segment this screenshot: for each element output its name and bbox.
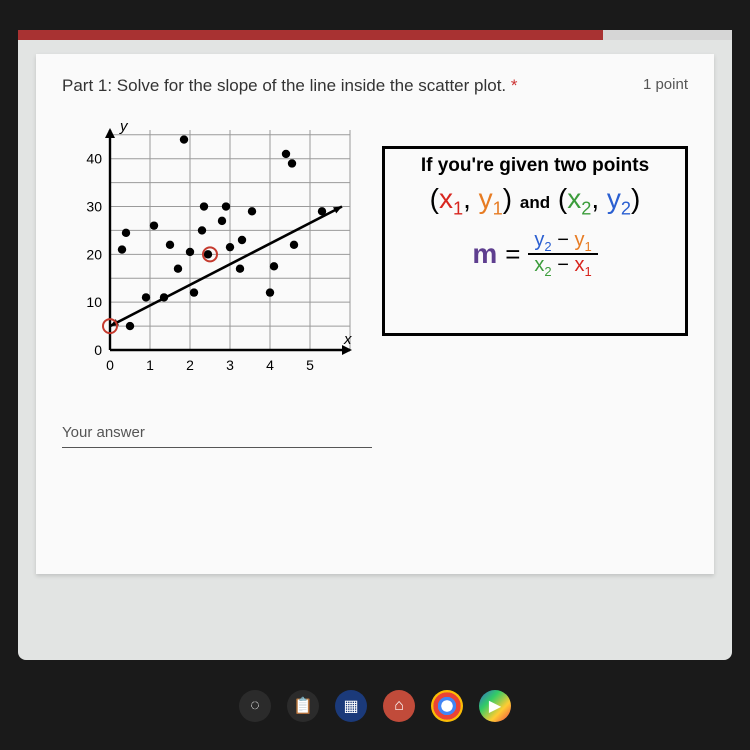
y1: y1 xyxy=(479,183,503,214)
slope-formula: m = y2 − y1 x2 − x1 xyxy=(391,230,679,279)
taskbar-home-icon[interactable]: ⌂ xyxy=(383,690,415,722)
fraction: y2 − y1 x2 − x1 xyxy=(528,230,597,279)
scatter-plot: 0 1 2 3 4 5 0 10 20 30 40 y x xyxy=(62,118,362,388)
question-header: Part 1: Solve for the slope of the line … xyxy=(62,76,688,96)
figure-row: 0 1 2 3 4 5 0 10 20 30 40 y x If you're given two po… xyxy=(62,118,688,388)
points-label: 1 point xyxy=(643,76,688,93)
svg-text:x: x xyxy=(343,331,352,348)
and-word: and xyxy=(520,193,550,212)
svg-text:5: 5 xyxy=(306,357,314,373)
numerator: y2 − y1 xyxy=(528,230,597,256)
svg-text:2: 2 xyxy=(186,357,194,373)
svg-text:0: 0 xyxy=(106,357,114,373)
x2: x2 xyxy=(567,183,591,214)
svg-text:1: 1 xyxy=(146,357,154,373)
svg-text:20: 20 xyxy=(86,246,102,262)
question-text: Part 1: Solve for the slope of the line … xyxy=(62,76,518,96)
question-label: Part 1: Solve for the slope of the line … xyxy=(62,76,506,95)
taskbar-swirl-icon[interactable]: ◌ xyxy=(239,690,271,722)
x1: x1 xyxy=(439,183,463,214)
taskbar-clipboard-icon[interactable]: 📋 xyxy=(287,690,319,722)
taskbar-chrome-icon[interactable] xyxy=(431,690,463,722)
scatter-svg: 0 1 2 3 4 5 0 10 20 30 40 y x xyxy=(62,118,362,388)
svg-text:30: 30 xyxy=(86,199,102,215)
svg-text:10: 10 xyxy=(86,294,102,310)
svg-text:3: 3 xyxy=(226,357,234,373)
points-line: (x1, y1) and (x2, y2) xyxy=(391,183,679,220)
formula-box: If you're given two points (x1, y1) and … xyxy=(382,146,688,336)
m-letter: m xyxy=(472,238,497,270)
required-mark: * xyxy=(511,76,518,95)
question-card: Part 1: Solve for the slope of the line … xyxy=(36,54,714,574)
y2: y2 xyxy=(607,183,631,214)
answer-row xyxy=(62,418,688,448)
svg-text:40: 40 xyxy=(86,151,102,167)
equals: = xyxy=(505,239,520,270)
progress-track xyxy=(18,30,732,40)
answer-input[interactable] xyxy=(62,418,372,448)
progress-fill xyxy=(18,30,603,40)
taskbar-book-icon[interactable]: ▦ xyxy=(335,690,367,722)
taskbar-play-icon[interactable]: ▶ xyxy=(479,690,511,722)
formula-heading: If you're given two points xyxy=(391,155,679,177)
screen: Part 1: Solve for the slope of the line … xyxy=(18,30,732,660)
taskbar: ◌ 📋 ▦ ⌂ ▶ xyxy=(0,690,750,722)
svg-text:y: y xyxy=(119,118,129,135)
svg-text:4: 4 xyxy=(266,357,274,373)
svg-text:0: 0 xyxy=(94,342,102,358)
denominator: x2 − x1 xyxy=(528,255,597,279)
